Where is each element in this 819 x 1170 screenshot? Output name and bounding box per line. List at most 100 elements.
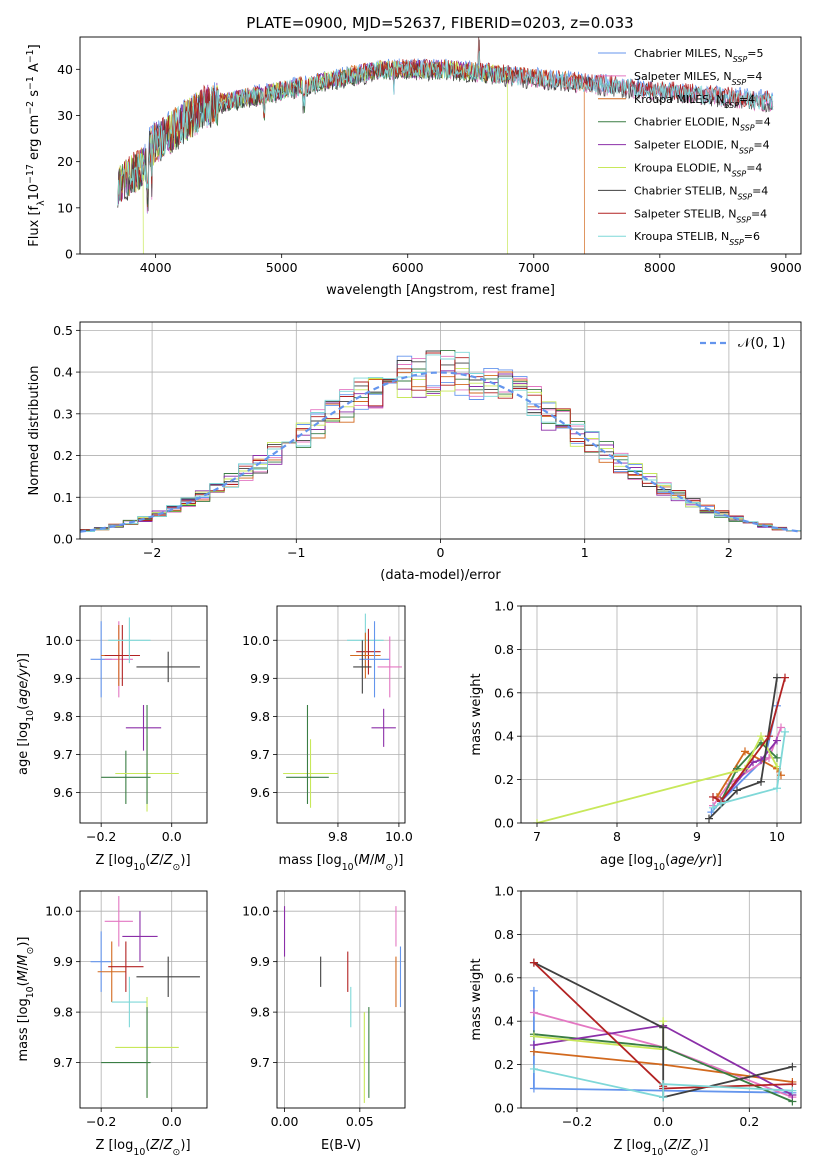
x-tick-label: 7000 xyxy=(518,260,550,275)
x-axis-label: E(B-V) xyxy=(321,1138,361,1153)
y-tick-label: 0.8 xyxy=(494,642,514,657)
x-tick-label: 0.0 xyxy=(653,1114,673,1129)
plus-marker xyxy=(773,784,781,793)
plus-marker xyxy=(777,723,785,732)
histogram-step xyxy=(80,367,801,534)
legend-label: Chabrier MILES, NSSP=5 xyxy=(634,47,764,64)
plus-marker xyxy=(773,753,781,762)
plot-area xyxy=(529,958,797,1106)
x-tick-label: 8000 xyxy=(644,260,676,275)
mass-weight-line xyxy=(712,677,786,803)
legend-label: Salpeter STELIB, NSSP=4 xyxy=(634,207,767,224)
y-tick-label: 0.3 xyxy=(53,406,73,421)
x-tick-label: 9 xyxy=(693,829,701,844)
plus-marker xyxy=(741,747,749,756)
axes-frame xyxy=(79,321,802,540)
legend-label: Kroupa STELIB, NSSP=6 xyxy=(634,230,760,247)
x-tick-label: 9.8 xyxy=(328,829,348,844)
y-tick-label: 9.9 xyxy=(53,671,73,686)
axes-frame xyxy=(79,605,208,824)
mass-weight-line xyxy=(533,961,793,1099)
y-tick-label: 20 xyxy=(57,154,73,169)
plus-marker xyxy=(529,1008,538,1017)
x-tick-label: 10 xyxy=(769,829,785,844)
plus-marker xyxy=(757,777,765,786)
y-tick-label: 0.0 xyxy=(494,1101,514,1116)
y-tick-label: 9.9 xyxy=(53,954,73,969)
x-tick-label: −0.2 xyxy=(562,1114,592,1129)
y-tick-label: 0.2 xyxy=(494,1057,514,1072)
y-tick-label: 9.8 xyxy=(53,709,73,724)
x-tick-label: 9000 xyxy=(770,260,802,275)
y-tick-label: 9.9 xyxy=(250,671,270,686)
plus-marker xyxy=(529,1032,538,1041)
x-tick-label: −1 xyxy=(287,545,305,560)
x-tick-label: 10.0 xyxy=(385,829,413,844)
x-tick-label: 0.2 xyxy=(739,1114,759,1129)
y-tick-label: 30 xyxy=(57,108,73,123)
y-axis-label: Flux [fλ10−17 erg cm−2 s−1 A−1] xyxy=(25,44,47,246)
svg-text:Z [log10(Z/Z⊙)]: Z [log10(Z/Z⊙)] xyxy=(95,853,190,873)
age-vs-mass-panel: 9.8 10.0 9.6 9.7 9.8 9.9 10.0 mass [log10(M/M⊙)… xyxy=(242,605,413,873)
mass-weight-line xyxy=(533,1068,793,1099)
spectrum-line xyxy=(117,50,774,206)
mass-weight-line xyxy=(712,731,786,809)
axes-frame xyxy=(520,605,802,824)
x-tick-label: 0.00 xyxy=(271,1114,299,1129)
y-tick-label: 0.6 xyxy=(494,685,514,700)
y-tick-label: 9.8 xyxy=(53,1005,73,1020)
legend-label: 𝒩(0, 1) xyxy=(738,336,785,351)
x-tick-label: −0.2 xyxy=(86,1114,116,1129)
x-tick-label: 2 xyxy=(725,545,733,560)
y-tick-label: 9.9 xyxy=(250,954,270,969)
x-tick-label: 0.05 xyxy=(346,1114,374,1129)
y-tick-label: 10.0 xyxy=(45,904,73,919)
mass-vs-metallicity-panel: −0.2 0.0 9.7 9.8 9.9 10.0 Z [log10(Z/Z⊙)] mass … xyxy=(16,890,208,1158)
x-tick-label: 5000 xyxy=(266,260,298,275)
x-tick-label: 4000 xyxy=(140,260,172,275)
y-tick-label: 10 xyxy=(57,200,73,215)
y-tick-label: 0.4 xyxy=(494,729,514,744)
y-axis-label: Normed distribution xyxy=(27,366,42,496)
plus-marker xyxy=(659,1023,668,1032)
residual-histogram-panel: −2 −1 0 1 2 0.0 0.1 0.2 0.3 0.4 0.5 (data-model)/er… xyxy=(27,321,802,583)
y-tick-label: 9.6 xyxy=(53,785,73,800)
axes-frame xyxy=(276,890,406,1109)
plus-marker xyxy=(529,986,538,995)
legend-label: Kroupa ELODIE, NSSP=4 xyxy=(634,162,762,179)
spectrum-panel: PLATE=0900, MJD=52637, FIBERID=0203, z=0… xyxy=(25,14,802,298)
y-tick-label: 1.0 xyxy=(494,599,514,614)
plot-area xyxy=(533,673,789,823)
plus-marker xyxy=(788,1086,797,1095)
histogram-step xyxy=(80,351,801,534)
y-tick-label: 0.2 xyxy=(53,448,73,463)
y-tick-label: 10.0 xyxy=(242,633,270,648)
plus-marker xyxy=(773,736,781,745)
x-tick-label: 1 xyxy=(581,545,589,560)
y-tick-label: 10.0 xyxy=(242,904,270,919)
x-tick-label: −0.2 xyxy=(86,829,116,844)
plus-marker xyxy=(757,732,765,741)
y-axis-label: mass [log10(M/M⊙)] xyxy=(16,937,36,1062)
plus-marker xyxy=(529,1064,538,1073)
x-tick-label: 6000 xyxy=(392,260,424,275)
plot-area xyxy=(90,896,200,1098)
legend-label: Chabrier STELIB, NSSP=4 xyxy=(634,184,768,201)
y-tick-label: 0.6 xyxy=(494,970,514,985)
plus-marker xyxy=(659,1080,668,1089)
x-axis-label: age [log10(age/yr)] xyxy=(600,853,722,873)
y-tick-label: 0.4 xyxy=(494,1014,514,1029)
plus-marker xyxy=(709,803,717,812)
x-axis-label: wavelength [Angstrom, rest frame] xyxy=(326,283,555,298)
axes-frame xyxy=(79,36,802,255)
plus-marker xyxy=(659,1093,668,1102)
plus-marker xyxy=(781,727,789,736)
plus-marker xyxy=(529,958,538,967)
plot-area xyxy=(283,906,402,1103)
spectrum-line xyxy=(117,59,585,254)
y-tick-label: 0.5 xyxy=(53,323,73,338)
plus-marker xyxy=(781,673,789,682)
y-tick-label: 9.7 xyxy=(53,1055,73,1070)
mass-weight-vs-metallicity-panel: −0.2 0.0 0.2 0.0 0.2 0.4 0.6 0.8 1.0 mass weight Z… xyxy=(469,884,802,1158)
